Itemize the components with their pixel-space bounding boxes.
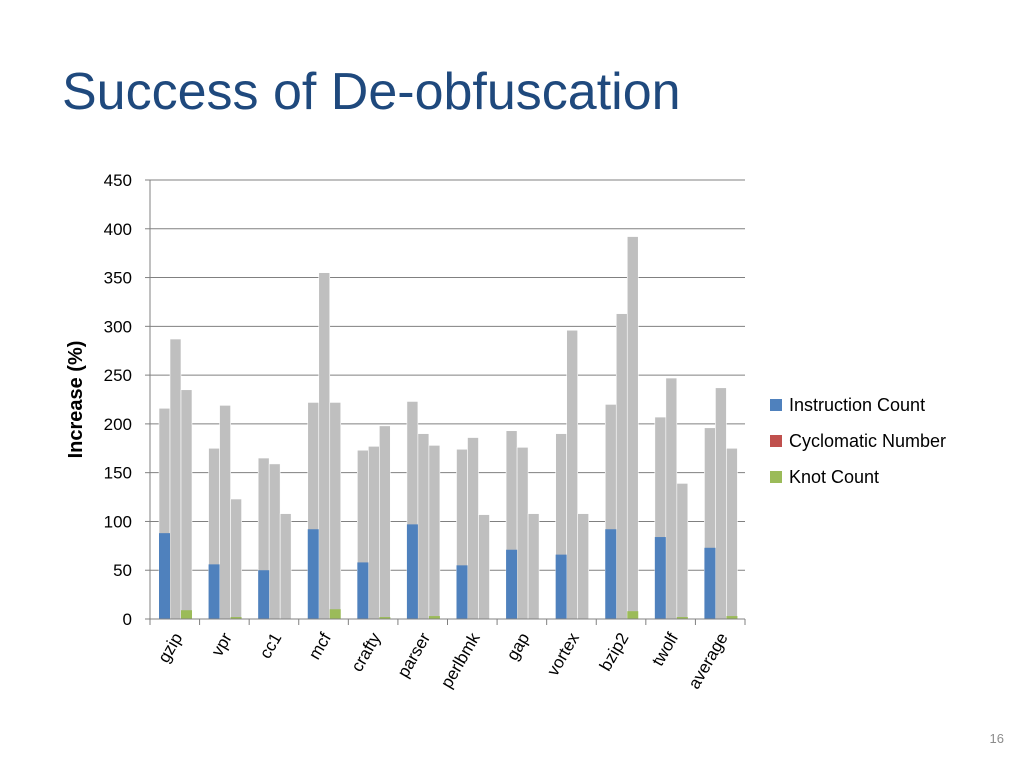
background-bar xyxy=(318,272,331,620)
instruction-count-bar xyxy=(654,537,666,619)
x-tick-label: vortex xyxy=(543,629,583,679)
x-tick-label: crafty xyxy=(347,629,384,675)
legend: Instruction Count Cyclomatic Number Knot C… xyxy=(770,395,946,487)
x-tick-label: twolf xyxy=(648,629,682,669)
knot-count-bar xyxy=(726,616,738,619)
background-bar xyxy=(626,236,639,620)
y-tick-label: 50 xyxy=(113,561,132,580)
x-tick-label: average xyxy=(684,630,731,693)
slide-number: 16 xyxy=(989,731,1004,746)
x-tick-label: vpr xyxy=(208,629,236,659)
legend-cyclomatic-number-swatch xyxy=(770,435,782,447)
x-tick-label: bzip2 xyxy=(596,630,633,675)
background-bar xyxy=(379,425,391,620)
background-bar xyxy=(368,446,380,620)
instruction-count-bar xyxy=(605,529,617,619)
background-bars xyxy=(158,236,738,620)
knot-count-bar xyxy=(379,617,391,619)
background-bar xyxy=(467,437,479,620)
axes xyxy=(145,179,746,625)
background-bar xyxy=(566,329,578,620)
legend-instruction-count-label: Instruction Count xyxy=(789,395,925,415)
y-tick-label: 400 xyxy=(104,220,132,239)
background-bar xyxy=(527,513,540,620)
instruction-count-bar xyxy=(208,564,220,619)
y-tick-label: 0 xyxy=(123,610,132,629)
instruction-count-bar xyxy=(456,565,468,619)
instruction-count-bar xyxy=(406,524,418,619)
y-tick-label: 100 xyxy=(104,512,132,531)
series-bars xyxy=(159,524,738,619)
gridlines xyxy=(150,179,745,571)
y-tick-label: 150 xyxy=(104,464,132,483)
background-bar xyxy=(428,445,441,620)
instruction-count-bar xyxy=(307,529,319,619)
background-bar xyxy=(180,389,193,620)
y-tick-label: 200 xyxy=(104,415,132,434)
background-bar xyxy=(478,514,490,620)
knot-count-bar xyxy=(329,609,341,619)
instruction-count-bar xyxy=(159,533,170,619)
y-tick-label: 350 xyxy=(104,269,132,288)
background-bar xyxy=(715,387,727,620)
instruction-count-bar xyxy=(357,562,369,619)
background-bar xyxy=(516,447,529,620)
background-bar xyxy=(169,338,182,620)
legend-instruction-count-swatch xyxy=(770,399,782,411)
x-tick-label: gzip xyxy=(154,630,186,667)
background-bar xyxy=(268,463,281,620)
knot-count-bar xyxy=(676,617,688,619)
background-bar xyxy=(219,405,231,620)
slide-title: Success of De-obfuscation xyxy=(62,63,681,121)
instruction-count-bar xyxy=(555,554,567,619)
knot-count-bar xyxy=(181,610,192,619)
instruction-count-bar xyxy=(506,549,518,619)
y-tick-label: 450 xyxy=(104,171,132,190)
background-bar xyxy=(329,402,342,620)
x-tick-label: parser xyxy=(394,629,435,681)
y-tick-label: 300 xyxy=(104,317,132,336)
knot-count-bar xyxy=(627,611,639,619)
legend-knot-count-swatch xyxy=(770,471,782,483)
background-bar xyxy=(279,513,292,620)
y-tick-label: 250 xyxy=(104,366,132,385)
background-bar xyxy=(615,313,628,620)
background-bar xyxy=(577,513,589,620)
background-bar xyxy=(417,433,430,620)
background-bar xyxy=(676,483,689,620)
background-bar xyxy=(665,377,678,620)
x-tick-label: gap xyxy=(503,630,534,664)
knot-count-bar xyxy=(230,617,242,619)
background-bar xyxy=(230,498,242,620)
y-axis-label: Increase (%) xyxy=(65,341,87,459)
knot-count-bar xyxy=(428,616,440,619)
instruction-count-bar xyxy=(258,570,270,619)
x-tick-label: cc1 xyxy=(256,630,286,662)
x-tick-label: perlbmk xyxy=(437,629,484,691)
instruction-count-bar xyxy=(704,547,716,619)
x-tick-label: mcf xyxy=(305,629,335,662)
background-bar xyxy=(726,447,738,620)
legend-knot-count-label: Knot Count xyxy=(789,467,879,487)
legend-cyclomatic-number-label: Cyclomatic Number xyxy=(789,431,946,451)
